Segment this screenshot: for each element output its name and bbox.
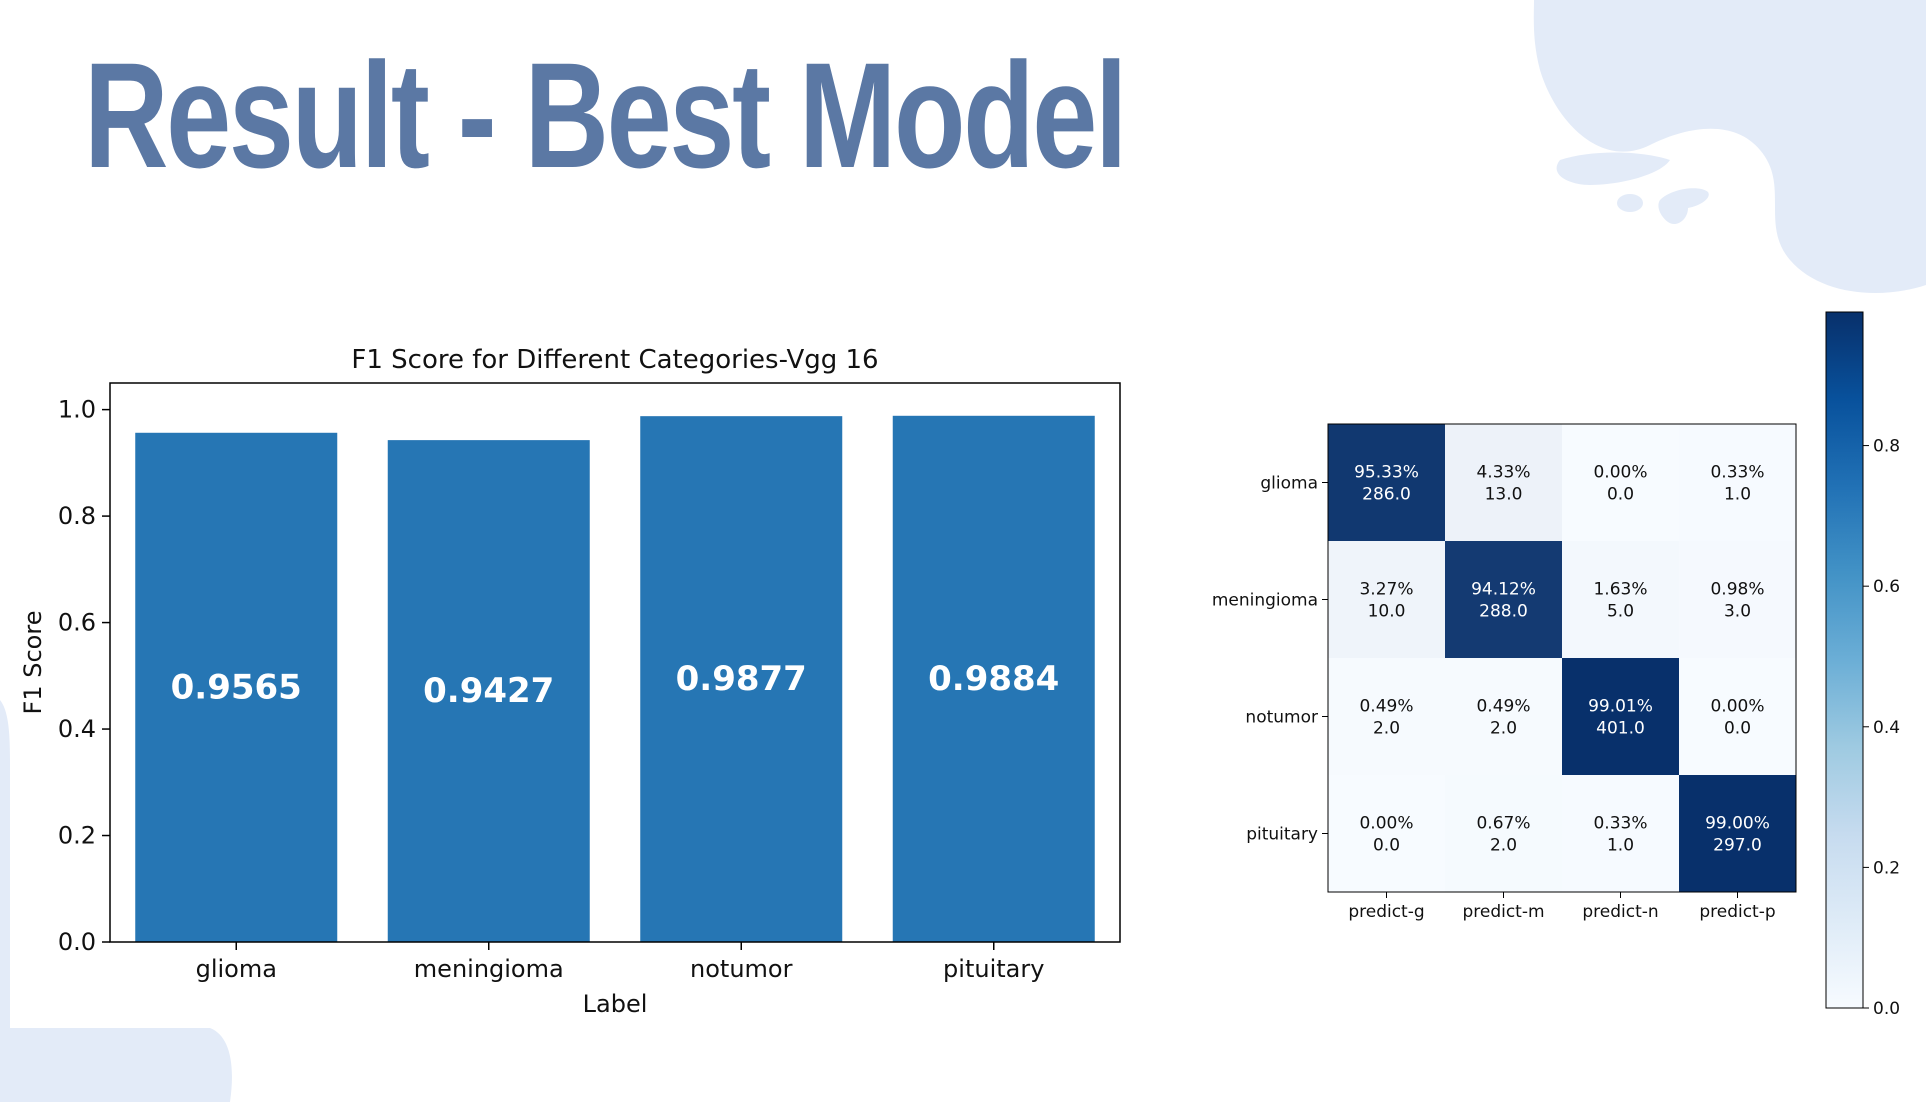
col-label: predict-g <box>1348 902 1424 922</box>
heatmap-cell <box>1445 424 1562 541</box>
cell-count-label: 5.0 <box>1607 602 1634 622</box>
chart-title: F1 Score for Different Categories-Vgg 16 <box>351 345 878 375</box>
cell-percent-label: 0.00% <box>1593 463 1647 483</box>
heatmap-cell <box>1679 775 1796 892</box>
heatmap-cell <box>1679 658 1796 775</box>
plot-frame <box>109 382 1121 943</box>
cell-percent-label: 0.49% <box>1359 697 1413 717</box>
cell-count-label: 297.0 <box>1713 836 1762 856</box>
y-tick-label: 0.2 <box>58 822 96 850</box>
cell-percent-label: 0.00% <box>1710 697 1764 717</box>
row-label: pituitary <box>1246 825 1318 845</box>
heatmap-cell <box>1445 775 1562 892</box>
cell-percent-label: 0.33% <box>1710 463 1764 483</box>
colorbar <box>1825 311 1864 1009</box>
cell-percent-label: 4.33% <box>1476 463 1530 483</box>
cell-percent-label: 0.67% <box>1476 814 1530 834</box>
bar-value-label: 0.9877 <box>676 659 807 699</box>
cell-percent-label: 1.63% <box>1593 580 1647 600</box>
cell-count-label: 2.0 <box>1490 719 1517 739</box>
x-tick-label: meningioma <box>414 955 564 983</box>
y-axis-label: F1 Score <box>19 611 47 715</box>
heatmap-cell <box>1679 424 1796 541</box>
cell-percent-label: 0.49% <box>1476 697 1530 717</box>
cell-count-label: 2.0 <box>1373 719 1400 739</box>
x-tick-label: glioma <box>196 955 277 983</box>
cell-count-label: 1.0 <box>1724 485 1751 505</box>
heatmap-cell <box>1562 424 1679 541</box>
confusion-matrix-heatmap: 95.33%286.04.33%13.00.00%0.00.33%1.03.27… <box>1212 311 1900 1019</box>
cell-count-label: 2.0 <box>1490 836 1517 856</box>
cell-percent-label: 0.33% <box>1593 814 1647 834</box>
y-tick-label: 0.8 <box>58 502 96 530</box>
colorbar-tick-label: 0.4 <box>1873 718 1900 738</box>
bar-value-label: 0.9565 <box>171 667 302 707</box>
cell-count-label: 1.0 <box>1607 836 1634 856</box>
cell-count-label: 0.0 <box>1724 719 1751 739</box>
heatmap-cell <box>1328 424 1445 541</box>
col-label: predict-p <box>1699 902 1775 922</box>
y-tick-label: 0.0 <box>58 928 96 956</box>
cell-count-label: 13.0 <box>1485 485 1523 505</box>
cell-percent-label: 95.33% <box>1354 463 1419 483</box>
heatmap-cell <box>1562 541 1679 658</box>
bar-pituitary <box>892 415 1095 942</box>
cell-count-label: 288.0 <box>1479 602 1528 622</box>
y-tick-label: 1.0 <box>58 396 96 424</box>
x-axis-label: Label <box>583 990 648 1018</box>
cell-count-label: 0.0 <box>1607 485 1634 505</box>
slide-title: Result - Best Model <box>84 31 1128 199</box>
f1-bar-chart: F1 Score for Different Categories-Vgg 16… <box>19 345 1121 1018</box>
cell-count-label: 10.0 <box>1368 602 1406 622</box>
heatmap-cell <box>1328 658 1445 775</box>
x-tick-label: pituitary <box>943 955 1044 983</box>
row-label: glioma <box>1260 474 1318 494</box>
cell-percent-label: 94.12% <box>1471 580 1536 600</box>
heatmap-cell <box>1562 658 1679 775</box>
cell-count-label: 0.0 <box>1373 836 1400 856</box>
row-label: meningioma <box>1212 591 1318 611</box>
colorbar-tick-label: 0.2 <box>1873 858 1900 878</box>
cell-percent-label: 0.00% <box>1359 814 1413 834</box>
y-tick-label: 0.4 <box>58 715 96 743</box>
heatmap-cell <box>1562 775 1679 892</box>
heatmap-cell <box>1445 541 1562 658</box>
cell-count-label: 401.0 <box>1596 719 1645 739</box>
bar-meningioma <box>387 440 590 942</box>
cell-percent-label: 99.01% <box>1588 697 1653 717</box>
cell-percent-label: 3.27% <box>1359 580 1413 600</box>
bar-value-label: 0.9884 <box>928 659 1059 699</box>
colorbar-tick-label: 0.0 <box>1873 999 1900 1019</box>
colorbar-tick-label: 0.6 <box>1873 577 1900 597</box>
heatmap-cell <box>1679 541 1796 658</box>
cell-count-label: 286.0 <box>1362 485 1411 505</box>
cell-percent-label: 0.98% <box>1710 580 1764 600</box>
col-label: predict-m <box>1462 902 1544 922</box>
heatmap-cell <box>1445 658 1562 775</box>
heatmap-frame <box>1327 423 1797 893</box>
cell-percent-label: 99.00% <box>1705 814 1770 834</box>
heatmap-cell <box>1328 541 1445 658</box>
row-label: notumor <box>1245 708 1318 728</box>
bar-glioma <box>135 432 338 942</box>
bar-notumor <box>640 416 843 942</box>
x-tick-label: notumor <box>690 955 793 983</box>
heatmap-cell <box>1328 775 1445 892</box>
colorbar-tick-label: 0.8 <box>1873 437 1900 457</box>
cell-count-label: 3.0 <box>1724 602 1751 622</box>
col-label: predict-n <box>1582 902 1658 922</box>
y-tick-label: 0.6 <box>58 609 96 637</box>
bar-value-label: 0.9427 <box>423 671 554 711</box>
